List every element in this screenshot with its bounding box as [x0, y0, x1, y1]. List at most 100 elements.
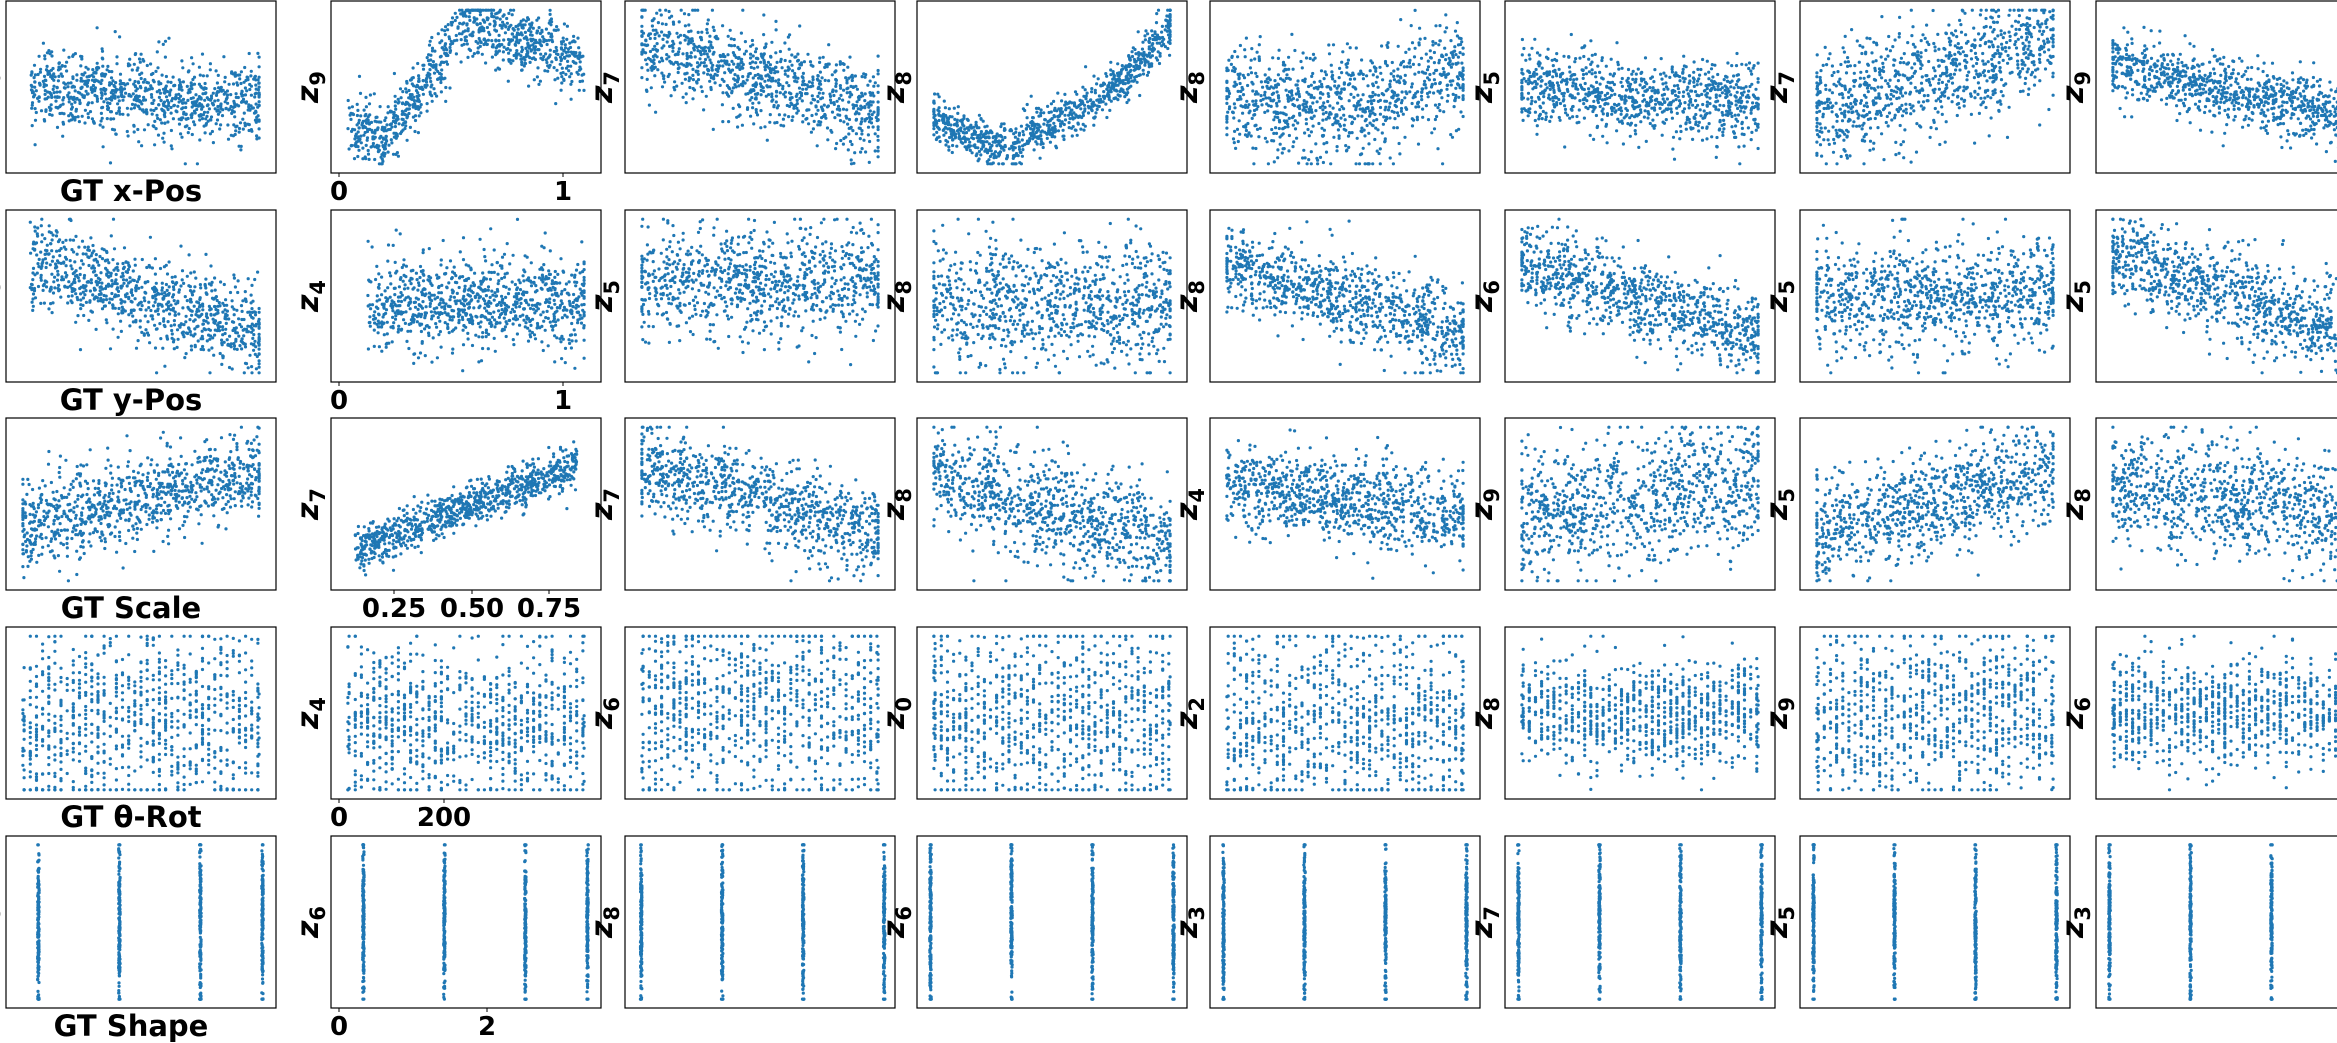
data-point — [96, 26, 99, 29]
data-point — [204, 117, 207, 120]
data-point — [157, 80, 160, 83]
data-point — [43, 54, 46, 57]
data-point — [110, 110, 113, 113]
data-point — [387, 105, 390, 108]
data-point — [353, 137, 356, 140]
data-point — [83, 94, 86, 97]
data-point — [174, 96, 177, 99]
data-point — [226, 123, 229, 126]
data-point — [173, 104, 176, 107]
data-point — [191, 78, 194, 81]
data-point — [34, 107, 37, 110]
data-point — [151, 87, 154, 90]
data-point — [239, 121, 242, 124]
data-point — [144, 98, 147, 101]
data-point — [77, 115, 80, 118]
data-point — [241, 118, 244, 121]
data-point — [404, 124, 407, 127]
data-point — [210, 94, 213, 97]
data-point — [152, 109, 155, 112]
data-point — [239, 148, 242, 151]
data-point — [47, 49, 50, 52]
data-point — [232, 82, 235, 85]
data-point — [116, 102, 119, 105]
data-point — [115, 62, 118, 65]
data-point — [243, 81, 246, 84]
data-point — [118, 99, 121, 102]
data-point — [48, 91, 51, 94]
data-point — [248, 123, 251, 126]
data-point — [200, 103, 203, 106]
data-point — [220, 86, 223, 89]
data-point — [73, 118, 76, 121]
data-point — [192, 120, 195, 123]
data-point — [132, 83, 135, 86]
data-point — [65, 61, 68, 64]
data-point — [206, 103, 209, 106]
data-point — [48, 113, 51, 116]
data-point — [61, 65, 64, 68]
data-point — [162, 104, 165, 107]
data-point — [138, 73, 141, 76]
data-point — [566, 25, 569, 28]
data-point — [217, 74, 220, 77]
data-point — [412, 66, 415, 69]
data-point — [77, 91, 80, 94]
data-point — [153, 143, 156, 146]
data-point — [182, 80, 185, 83]
data-point — [61, 135, 64, 138]
data-point — [137, 81, 140, 84]
data-point — [70, 96, 73, 99]
data-point — [49, 74, 52, 77]
data-point — [454, 12, 457, 15]
data-point — [93, 89, 96, 92]
data-point — [184, 162, 187, 165]
data-point — [210, 115, 213, 118]
data-point — [56, 126, 59, 129]
data-point — [70, 103, 73, 106]
data-point — [119, 83, 122, 86]
data-point — [159, 92, 162, 95]
data-point — [254, 84, 257, 87]
data-point — [170, 99, 173, 102]
data-point — [179, 95, 182, 98]
panel-r0-c0: z6 GT x-Pos — [0, 1, 276, 208]
data-point — [448, 86, 451, 89]
data-point — [87, 116, 90, 119]
data-point — [127, 134, 130, 137]
data-point — [380, 141, 383, 144]
data-point — [103, 75, 106, 78]
data-point — [91, 68, 94, 71]
data-point — [511, 13, 514, 16]
data-point — [130, 107, 133, 110]
data-point — [95, 66, 98, 69]
data-point — [46, 73, 49, 76]
data-point — [138, 57, 141, 60]
data-point — [142, 96, 145, 99]
data-point — [115, 112, 118, 115]
data-point — [44, 110, 47, 113]
data-point — [113, 128, 116, 131]
data-point — [40, 109, 43, 112]
data-point — [397, 98, 400, 101]
data-point — [114, 132, 117, 135]
data-point — [147, 123, 150, 126]
data-point — [570, 80, 573, 83]
data-point — [256, 52, 259, 55]
data-point — [33, 81, 36, 84]
data-point — [203, 99, 206, 102]
data-point — [121, 99, 124, 102]
data-point — [258, 127, 261, 130]
y-axis-label: z6 — [0, 71, 5, 104]
data-point — [190, 81, 193, 84]
data-point — [55, 91, 58, 94]
data-point — [488, 23, 491, 26]
data-point — [234, 133, 237, 136]
data-point — [241, 90, 244, 93]
data-point — [211, 130, 214, 133]
data-point — [135, 94, 138, 97]
data-point — [91, 79, 94, 82]
data-point — [394, 125, 397, 128]
data-point — [248, 108, 251, 111]
x-axis-label: GT x-Pos — [60, 174, 202, 208]
